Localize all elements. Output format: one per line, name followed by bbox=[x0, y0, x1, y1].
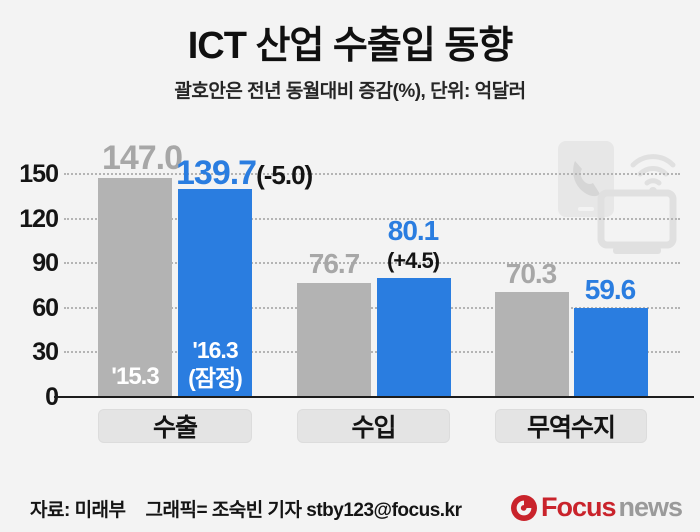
focus-swirl-icon bbox=[510, 494, 537, 521]
bar-tag-2016: '16.3 (잠정) bbox=[178, 336, 252, 392]
value-label-balance-2015: 70.3 bbox=[505, 258, 558, 289]
category-export: 수출 bbox=[98, 409, 252, 443]
gridline-60 bbox=[64, 307, 680, 309]
value-label-export-2016: 139.7 (-5.0) bbox=[176, 156, 376, 191]
gridline-90 bbox=[64, 262, 680, 264]
gridline-30 bbox=[64, 351, 680, 353]
footer-credits: 자료: 미래부 그래픽= 조숙빈 기자 stby123@focus.kr bbox=[30, 495, 462, 522]
bar-import-2016 bbox=[377, 278, 451, 397]
focus-news-logo: Focus news bbox=[510, 492, 683, 523]
logo-focus-text: Focus bbox=[540, 492, 617, 522]
value-label-import-2015: 76.7 bbox=[308, 248, 361, 279]
gridline-150 bbox=[64, 173, 680, 175]
wifi-icon bbox=[630, 154, 676, 186]
value-number: 139.7 bbox=[176, 154, 257, 192]
value-label-balance-2016: 59.6 bbox=[584, 274, 637, 305]
category-import: 수입 bbox=[297, 409, 450, 443]
bar-balance-2015 bbox=[495, 292, 569, 397]
phone-handset-icon bbox=[573, 161, 600, 197]
gridline-120 bbox=[64, 218, 680, 220]
page-title: ICT 산업 수출입 동향 bbox=[187, 25, 514, 67]
bar-balance-2016 bbox=[574, 308, 648, 397]
source-text: 자료: 미래부 bbox=[30, 500, 126, 521]
bar-export-2015 bbox=[98, 178, 172, 397]
tablet-icon bbox=[558, 141, 614, 217]
y-tick-30: 30 bbox=[32, 338, 59, 366]
change-label: (-5.0) bbox=[256, 160, 313, 190]
y-tick-150: 150 bbox=[19, 160, 59, 188]
x-axis-line bbox=[54, 396, 694, 398]
category-balance: 무역수지 bbox=[495, 409, 647, 443]
y-tick-120: 120 bbox=[19, 205, 59, 233]
bar-export-2016 bbox=[178, 189, 252, 397]
logo-news-text: news bbox=[618, 492, 683, 522]
bar-tag-2015: '15.3 bbox=[111, 363, 159, 390]
bar-tag-year: '16.3 bbox=[192, 337, 238, 363]
value-label-export-2015: 147.0 bbox=[101, 139, 183, 177]
value-label-import-2016: 80.1 bbox=[387, 215, 440, 246]
chart-subtitle: 괄호안은 전년 동월대비 증감(%), 단위: 억달러 bbox=[174, 81, 526, 102]
y-tick-0: 0 bbox=[45, 383, 59, 411]
change-label-import: (+4.5) bbox=[386, 248, 440, 273]
devices-watermark-icon bbox=[558, 141, 677, 254]
y-tick-60: 60 bbox=[32, 294, 59, 322]
bar-import-2015 bbox=[297, 283, 371, 397]
y-tick-90: 90 bbox=[32, 249, 59, 277]
bar-tag-provisional: (잠정) bbox=[188, 365, 243, 391]
credit-text: 그래픽= 조숙빈 기자 stby123@focus.kr bbox=[145, 500, 462, 521]
